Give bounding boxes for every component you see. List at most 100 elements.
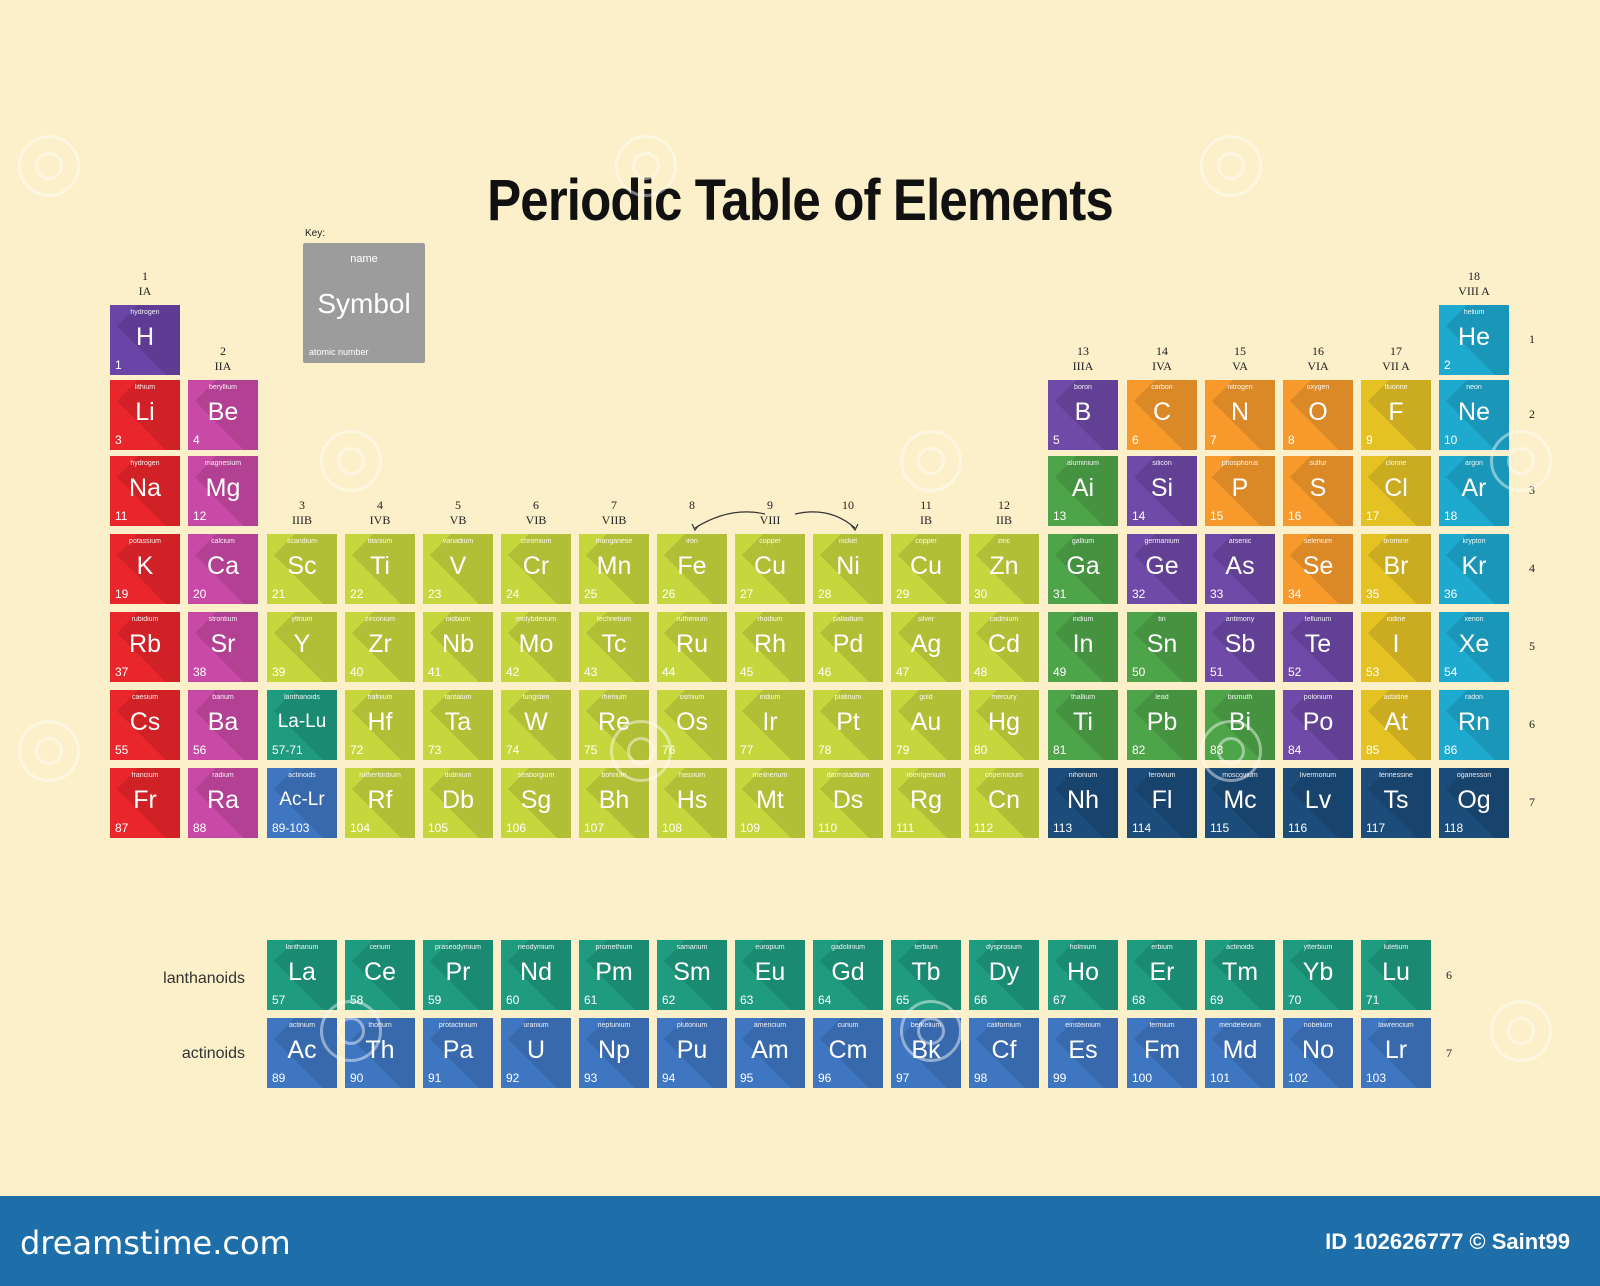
element-tile-er[interactable]: erbium Er 68 xyxy=(1127,940,1197,1010)
element-tile-b[interactable]: boron B 5 xyxy=(1048,380,1118,450)
element-tile-cf[interactable]: californium Cf 98 xyxy=(969,1018,1039,1088)
element-tile-cu[interactable]: copper Cu 29 xyxy=(891,534,961,604)
element-tile-ni[interactable]: nickel Ni 28 xyxy=(813,534,883,604)
element-tile-sn[interactable]: tin Sn 50 xyxy=(1127,612,1197,682)
element-tile-ge[interactable]: germanium Ge 32 xyxy=(1127,534,1197,604)
element-tile-br[interactable]: bromine Br 35 xyxy=(1361,534,1431,604)
element-tile-kr[interactable]: krypton Kr 36 xyxy=(1439,534,1509,604)
element-tile-dy[interactable]: dysprosium Dy 66 xyxy=(969,940,1039,1010)
element-tile-yb[interactable]: ytterbium Yb 70 xyxy=(1283,940,1353,1010)
element-tile-n[interactable]: nitrogen N 7 xyxy=(1205,380,1275,450)
element-tile-sm[interactable]: samarium Sm 62 xyxy=(657,940,727,1010)
element-tile-pu[interactable]: plutonium Pu 94 xyxy=(657,1018,727,1088)
element-tile-at[interactable]: astatine At 85 xyxy=(1361,690,1431,760)
element-tile-lv[interactable]: livermorium Lv 116 xyxy=(1283,768,1353,838)
element-tile-es[interactable]: einsteinium Es 99 xyxy=(1048,1018,1118,1088)
element-tile-po[interactable]: polonium Po 84 xyxy=(1283,690,1353,760)
element-tile-he[interactable]: helium He 2 xyxy=(1439,305,1509,375)
element-tile-no[interactable]: nobelium No 102 xyxy=(1283,1018,1353,1088)
element-tile-db[interactable]: dubnium Db 105 xyxy=(423,768,493,838)
element-tile-la[interactable]: lanthanum La 57 xyxy=(267,940,337,1010)
element-tile-ds[interactable]: darmstadtium Ds 110 xyxy=(813,768,883,838)
element-tile-la-lu[interactable]: lanthanoids La-Lu 57-71 xyxy=(267,690,337,760)
element-tile-ca[interactable]: calcium Ca 20 xyxy=(188,534,258,604)
element-tile-cl[interactable]: clorine Cl 17 xyxy=(1361,456,1431,526)
element-tile-rb[interactable]: rubidium Rb 37 xyxy=(110,612,180,682)
element-tile-og[interactable]: oganesson Og 118 xyxy=(1439,768,1509,838)
element-tile-ac-lr[interactable]: actinoids Ac-Lr 89-103 xyxy=(267,768,337,838)
element-tile-be[interactable]: beryllium Be 4 xyxy=(188,380,258,450)
element-tile-sc[interactable]: scandium Sc 21 xyxy=(267,534,337,604)
element-tile-eu[interactable]: europium Eu 63 xyxy=(735,940,805,1010)
element-tile-gd[interactable]: gadolinium Gd 64 xyxy=(813,940,883,1010)
element-tile-si[interactable]: silicon Si 14 xyxy=(1127,456,1197,526)
element-tile-cr[interactable]: chromium Cr 24 xyxy=(501,534,571,604)
element-tile-zr[interactable]: zirconium Zr 40 xyxy=(345,612,415,682)
element-tile-lr[interactable]: lawrencium Lr 103 xyxy=(1361,1018,1431,1088)
element-tile-am[interactable]: americium Am 95 xyxy=(735,1018,805,1088)
element-tile-ga[interactable]: gallium Ga 31 xyxy=(1048,534,1118,604)
element-tile-fr[interactable]: francium Fr 87 xyxy=(110,768,180,838)
element-tile-sr[interactable]: strontium Sr 38 xyxy=(188,612,258,682)
element-tile-cd[interactable]: cadmium Cd 48 xyxy=(969,612,1039,682)
element-tile-hf[interactable]: hafnium Hf 72 xyxy=(345,690,415,760)
element-tile-rh[interactable]: rhodium Rh 45 xyxy=(735,612,805,682)
element-tile-ne[interactable]: neon Ne 10 xyxy=(1439,380,1509,450)
element-tile-f[interactable]: fluorine F 9 xyxy=(1361,380,1431,450)
element-tile-mg[interactable]: magnesium Mg 12 xyxy=(188,456,258,526)
element-tile-pr[interactable]: praseodymium Pr 59 xyxy=(423,940,493,1010)
element-tile-y[interactable]: yttrium Y 39 xyxy=(267,612,337,682)
element-tile-fe[interactable]: iron Fe 26 xyxy=(657,534,727,604)
element-tile-rg[interactable]: roentgenium Rg 111 xyxy=(891,768,961,838)
element-tile-pt[interactable]: platinum Pt 78 xyxy=(813,690,883,760)
element-tile-fm[interactable]: fermium Fm 100 xyxy=(1127,1018,1197,1088)
element-tile-cn[interactable]: copernicium Cn 112 xyxy=(969,768,1039,838)
element-tile-na[interactable]: hydrogen Na 11 xyxy=(110,456,180,526)
element-tile-pm[interactable]: promethium Pm 61 xyxy=(579,940,649,1010)
element-tile-nb[interactable]: niobium Nb 41 xyxy=(423,612,493,682)
element-tile-ba[interactable]: barium Ba 56 xyxy=(188,690,258,760)
element-tile-h[interactable]: hydrogen H 1 xyxy=(110,305,180,375)
element-tile-xe[interactable]: xenon Xe 54 xyxy=(1439,612,1509,682)
element-tile-hs[interactable]: hassium Hs 108 xyxy=(657,768,727,838)
element-tile-mt[interactable]: meitnerium Mt 109 xyxy=(735,768,805,838)
element-tile-u[interactable]: uranium U 92 xyxy=(501,1018,571,1088)
element-tile-w[interactable]: tungsten W 74 xyxy=(501,690,571,760)
element-tile-tm[interactable]: actinoids Tm 69 xyxy=(1205,940,1275,1010)
element-tile-li[interactable]: lithium Li 3 xyxy=(110,380,180,450)
element-tile-tb[interactable]: terbium Tb 65 xyxy=(891,940,961,1010)
element-tile-pa[interactable]: protactinium Pa 91 xyxy=(423,1018,493,1088)
element-tile-cm[interactable]: curium Cm 96 xyxy=(813,1018,883,1088)
element-tile-ta[interactable]: tantalum Ta 73 xyxy=(423,690,493,760)
element-tile-lu[interactable]: lutetium Lu 71 xyxy=(1361,940,1431,1010)
element-tile-o[interactable]: oxygen O 8 xyxy=(1283,380,1353,450)
element-tile-mo[interactable]: molybdenum Mo 42 xyxy=(501,612,571,682)
element-tile-s[interactable]: sulfur S 16 xyxy=(1283,456,1353,526)
element-tile-te[interactable]: tellurium Te 52 xyxy=(1283,612,1353,682)
element-tile-ag[interactable]: silver Ag 47 xyxy=(891,612,961,682)
element-tile-ir[interactable]: iridium Ir 77 xyxy=(735,690,805,760)
element-tile-i[interactable]: iodine I 53 xyxy=(1361,612,1431,682)
element-tile-k[interactable]: potassium K 19 xyxy=(110,534,180,604)
element-tile-md[interactable]: mendelevium Md 101 xyxy=(1205,1018,1275,1088)
element-tile-zn[interactable]: zinc Zn 30 xyxy=(969,534,1039,604)
element-tile-cu[interactable]: copper Cu 27 xyxy=(735,534,805,604)
element-tile-hg[interactable]: mercury Hg 80 xyxy=(969,690,1039,760)
element-tile-se[interactable]: selenium Se 34 xyxy=(1283,534,1353,604)
element-tile-ti[interactable]: titanium Ti 22 xyxy=(345,534,415,604)
element-tile-ti[interactable]: thallium Ti 81 xyxy=(1048,690,1118,760)
element-tile-tc[interactable]: technetium Tc 43 xyxy=(579,612,649,682)
element-tile-cs[interactable]: caesium Cs 55 xyxy=(110,690,180,760)
element-tile-sg[interactable]: seaborgium Sg 106 xyxy=(501,768,571,838)
element-tile-p[interactable]: phosphorus P 15 xyxy=(1205,456,1275,526)
element-tile-ra[interactable]: radium Ra 88 xyxy=(188,768,258,838)
element-tile-fl[interactable]: ferovium Fl 114 xyxy=(1127,768,1197,838)
element-tile-pd[interactable]: palladium Pd 46 xyxy=(813,612,883,682)
element-tile-ce[interactable]: cerium Ce 58 xyxy=(345,940,415,1010)
element-tile-as[interactable]: arsenic As 33 xyxy=(1205,534,1275,604)
element-tile-ts[interactable]: tennessine Ts 117 xyxy=(1361,768,1431,838)
element-tile-nh[interactable]: nihonium Nh 113 xyxy=(1048,768,1118,838)
element-tile-c[interactable]: carbon C 6 xyxy=(1127,380,1197,450)
element-tile-in[interactable]: indium In 49 xyxy=(1048,612,1118,682)
element-tile-ho[interactable]: holmium Ho 67 xyxy=(1048,940,1118,1010)
